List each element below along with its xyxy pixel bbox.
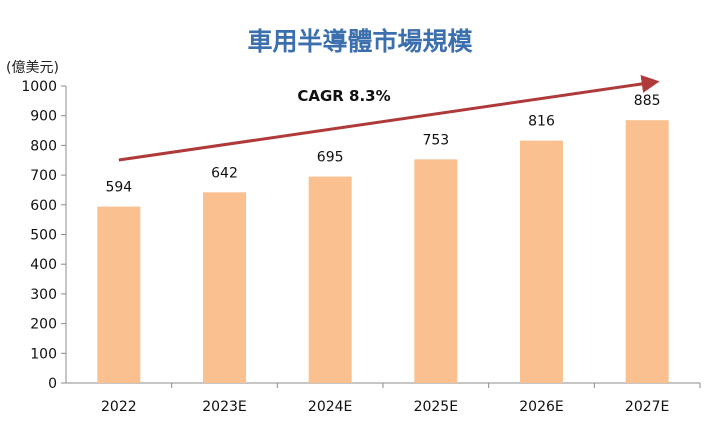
cagr-annotation: CAGR 8.3% xyxy=(118,75,660,162)
y-axis: 0 100 200 300 400 500 600 700 800 900 1000 xyxy=(21,79,66,392)
y-tick-label: 0 xyxy=(48,376,57,392)
bar-2024E xyxy=(308,176,352,383)
data-label: 642 xyxy=(211,165,238,181)
bar-2027E xyxy=(625,120,669,383)
bar-2023E xyxy=(203,192,246,383)
y-axis-unit-label: (億美元) xyxy=(6,60,59,76)
y-tick-label: 300 xyxy=(30,287,57,303)
x-tick-label: 2023E xyxy=(202,399,246,415)
x-tick-label: 2024E xyxy=(308,399,352,415)
x-tick-label: 2027E xyxy=(625,399,669,415)
data-labels: 594 642 695 753 816 885 xyxy=(105,93,660,195)
y-tick-label: 1000 xyxy=(21,79,57,95)
x-tick-label: 2026E xyxy=(519,399,563,415)
x-tick-label: 2025E xyxy=(414,399,458,415)
y-tick-label: 800 xyxy=(30,138,57,154)
data-label: 885 xyxy=(634,93,661,109)
data-label: 753 xyxy=(422,132,449,148)
bar-2026E xyxy=(520,140,563,383)
cagr-arrow xyxy=(118,75,660,162)
chart-title: 車用半導體市場規模 xyxy=(247,27,473,56)
data-label: 695 xyxy=(317,150,344,166)
bars xyxy=(97,120,669,383)
data-label: 594 xyxy=(105,180,132,196)
y-tick-label: 100 xyxy=(30,346,57,362)
y-tick-label: 700 xyxy=(30,168,57,184)
bar-2025E xyxy=(414,159,458,383)
data-label: 816 xyxy=(528,114,555,130)
y-tick-label: 500 xyxy=(30,228,57,244)
y-tick-label: 600 xyxy=(30,198,57,214)
y-tick-label: 900 xyxy=(30,109,57,125)
axes xyxy=(65,86,700,384)
bar-2022 xyxy=(97,206,141,383)
y-tick-label: 400 xyxy=(30,257,57,273)
cagr-label: CAGR 8.3% xyxy=(297,87,390,105)
y-tick-label: 200 xyxy=(30,317,57,333)
x-tick-label: 2022 xyxy=(101,399,137,415)
x-axis: 2022 2023E 2024E 2025E 2026E 2027E xyxy=(101,383,701,415)
